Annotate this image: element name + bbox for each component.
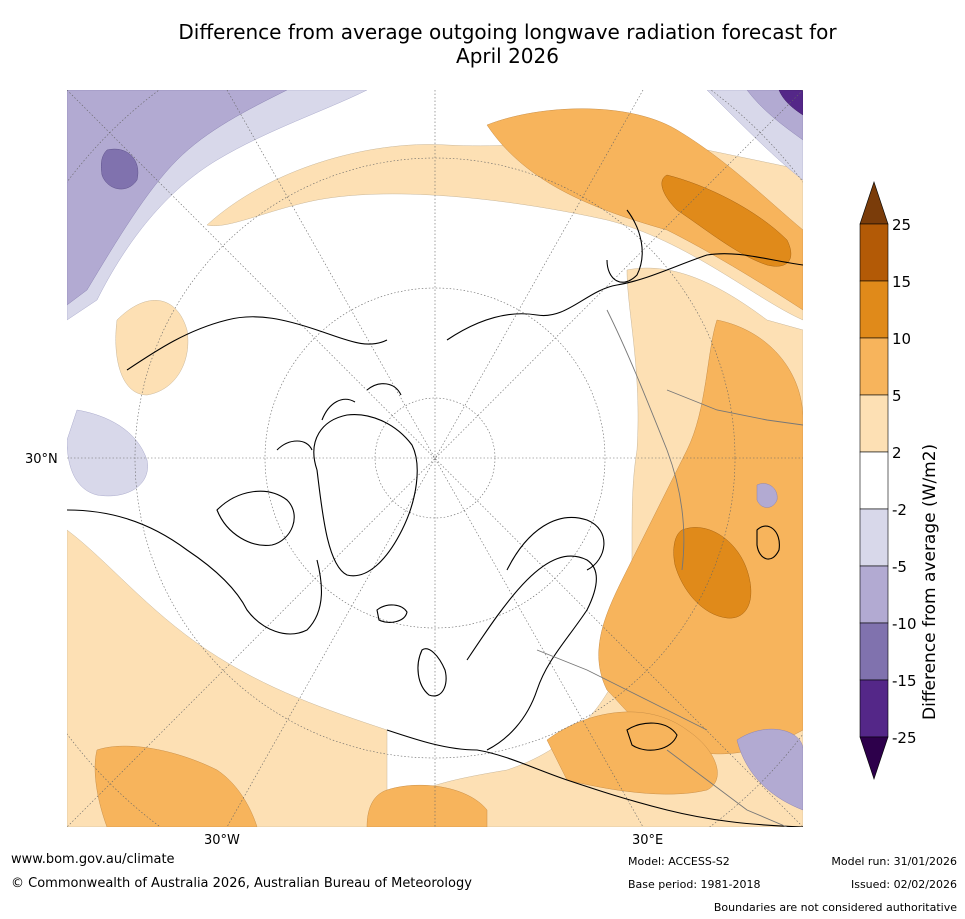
anomaly-region-dark-purple-nw [100, 148, 139, 190]
colorbar-label: Difference from average (W/m2) [920, 443, 940, 720]
axis-label-30n: 30°N [25, 452, 58, 467]
coast-siberia [446, 253, 803, 341]
coastlines [67, 209, 803, 827]
title-line-2: April 2026 [456, 44, 559, 68]
footer-boundaries: Boundaries are not considered authoritat… [713, 901, 957, 914]
anomaly-region-darkest-purple-ne [778, 90, 803, 116]
border-middle-east [666, 749, 788, 827]
colorbar-tick-label: -2 [892, 501, 907, 519]
coast-scandinavia [506, 516, 605, 571]
colorbar-extend-low [859, 736, 889, 780]
title-line-1: Difference from average outgoing longwav… [178, 20, 837, 44]
colorbar-band [859, 622, 889, 681]
footer-base-period: Base period: 1981-2018 [628, 878, 761, 891]
footer-model: Model: ACCESS-S2 [628, 855, 730, 868]
anomaly-region-light-orange-pacific [115, 300, 189, 396]
colorbar-tick-label: 10 [892, 330, 911, 348]
anomaly-region-purple-nw [67, 90, 288, 306]
coast-hudson-bay [216, 490, 295, 546]
border-europe [536, 649, 708, 731]
map-canvas [67, 90, 803, 827]
colorbar-extend-high [859, 181, 889, 225]
colorbar-tick-label: 25 [892, 216, 911, 234]
colorbar-tick-label: -25 [892, 729, 917, 747]
anomaly-region-orange-north [486, 108, 803, 311]
anomaly-region-dark-orange-siberia [661, 174, 792, 267]
colorbar-band [859, 565, 889, 624]
colorbar-tick-label: -10 [892, 615, 917, 633]
country-borders [536, 309, 803, 827]
anomaly-region-orange-africa [366, 785, 488, 827]
colorbar-band [859, 394, 889, 453]
anomaly-region-dark-orange-central-asia [673, 527, 752, 619]
coast-caspian-black-sea [626, 525, 780, 751]
colorbar-band [859, 223, 889, 282]
anomaly-region-light-purple-pacific [67, 409, 148, 497]
anomaly-region-purple-caspian [756, 483, 778, 508]
colorbar-tick-label: 2 [892, 444, 902, 462]
colorbar-tick-label: -5 [892, 558, 907, 576]
graticule [67, 90, 803, 827]
colorbar-band [859, 337, 889, 396]
meridian-30w [226, 90, 644, 827]
coast-europe [466, 555, 597, 751]
meridian-30e [226, 90, 644, 827]
colorbar-tick-label: 15 [892, 273, 911, 291]
coast-uk [417, 648, 447, 697]
border-china-mongolia [666, 389, 803, 426]
coast-alaska [126, 316, 388, 371]
anomaly-map[interactable] [67, 90, 803, 827]
border-russia-west [606, 309, 685, 571]
coast-greenland [313, 414, 418, 577]
colorbar-band [859, 280, 889, 339]
colorbar-tick-label: 5 [892, 387, 902, 405]
coast-iceland [376, 604, 408, 623]
coast-kamchatka [606, 209, 643, 283]
colorbar-band [859, 451, 889, 510]
coast-mediterranean [386, 729, 803, 827]
colorbar-band [859, 508, 889, 567]
coast-canadian-archipelago [276, 383, 402, 451]
coast-north-america [67, 509, 323, 635]
latitude-circle-60n [264, 287, 606, 629]
colorbar-svg: 25 15 10 5 2 -2 -5 -10 -15 -25 [859, 181, 917, 780]
anomaly-region-purple-se [736, 728, 803, 811]
chart-title: Difference from average outgoing longwav… [60, 20, 955, 68]
colorbar-tick-label: -15 [892, 672, 917, 690]
footer-model-run: Model run: 31/01/2026 [831, 855, 957, 868]
axis-label-30w: 30°W [204, 833, 240, 848]
footer-copyright: © Commonwealth of Australia 2026, Austra… [11, 876, 472, 891]
colorbar: 25 15 10 5 2 -2 -5 -10 -15 -25 [850, 180, 965, 790]
colorbar-band [859, 679, 889, 738]
footer-issued: Issued: 02/02/2026 [850, 878, 957, 891]
footer-website[interactable]: www.bom.gov.au/climate [11, 852, 175, 867]
axis-label-30e: 30°E [632, 833, 664, 848]
